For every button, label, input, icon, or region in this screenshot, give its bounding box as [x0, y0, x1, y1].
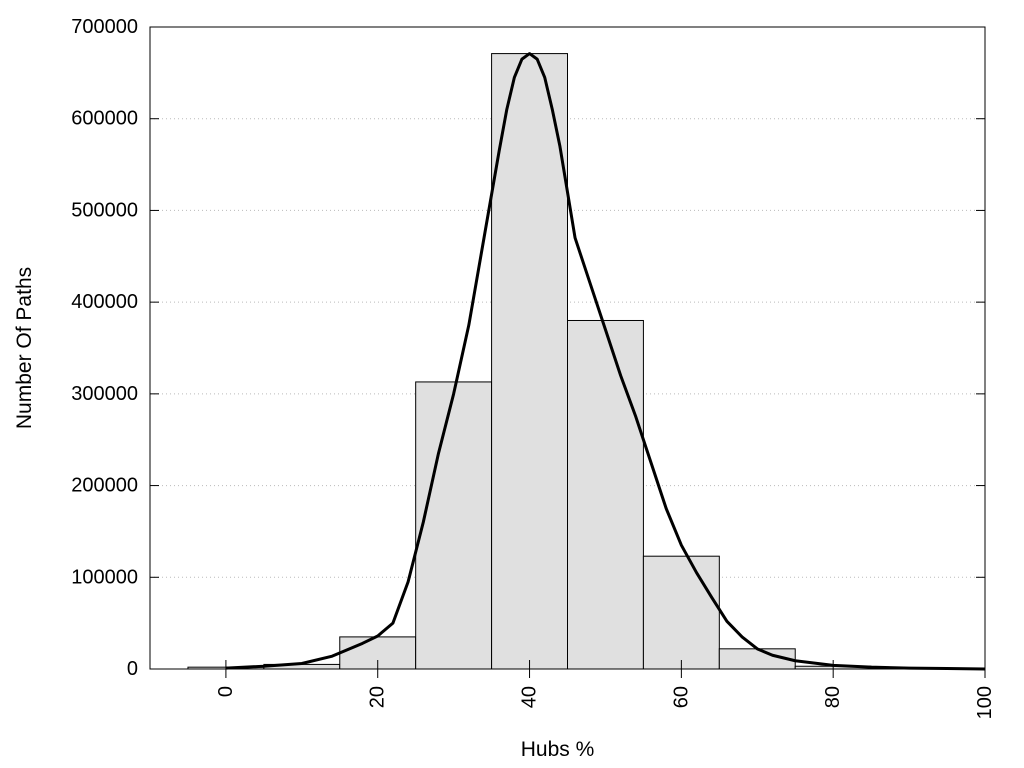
y-tick-label-1: 100000 — [71, 566, 138, 588]
density-curve-group — [225, 52, 986, 671]
histogram-bar-5 — [567, 319, 644, 670]
x-tick-label-2: 40 — [519, 686, 541, 708]
x-axis-ticks: 0 20 40 60 80 100 — [215, 660, 996, 719]
y-tick-label-3: 300000 — [71, 383, 138, 405]
x-tick-label-5: 100 — [974, 686, 996, 719]
x-tick-label-1: 20 — [367, 686, 389, 708]
y-tick-label-7: 700000 — [71, 16, 138, 38]
histogram-bars — [187, 53, 948, 670]
y-tick-label-5: 500000 — [71, 199, 138, 221]
histogram-bar-4 — [491, 53, 568, 670]
x-tick-label-0: 0 — [215, 686, 237, 697]
x-axis-label: Hubs % — [521, 738, 595, 761]
y-tick-label-2: 200000 — [71, 475, 138, 497]
histogram-bar-3 — [415, 381, 493, 670]
y-tick-label-4: 400000 — [71, 291, 138, 313]
plot-frame — [149, 26, 986, 670]
x-tick-label-4: 80 — [822, 686, 844, 708]
y-tick-label-0: 0 — [127, 658, 138, 680]
y-tick-label-6: 600000 — [71, 108, 138, 130]
x-tick-label-3: 60 — [670, 686, 692, 708]
histogram-bar-6 — [642, 555, 720, 670]
density-curve — [225, 52, 986, 671]
y-axis-ticks: 0 100000 200000 300000 400000 500000 600000 700… — [71, 16, 985, 680]
y-axis-label: Number Of Paths — [13, 267, 36, 429]
